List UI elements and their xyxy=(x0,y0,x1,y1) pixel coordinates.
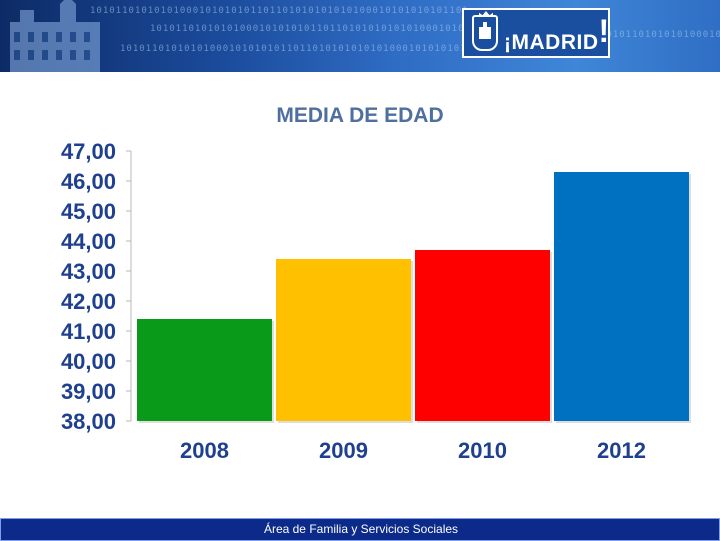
binary-decoration: 1010110101010100010101010110110101010101… xyxy=(150,24,529,34)
bar-2008 xyxy=(137,319,272,421)
palace-building-icon xyxy=(10,0,100,72)
footer-text: Área de Familia y Servicios Sociales xyxy=(263,522,459,536)
y-tick-label: 43,00 xyxy=(61,259,116,284)
bar-2009 xyxy=(276,259,411,421)
x-tick-label: 2008 xyxy=(180,438,229,463)
y-tick-label: 40,00 xyxy=(61,349,116,374)
y-tick-label: 47,00 xyxy=(61,139,116,164)
y-tick-label: 46,00 xyxy=(61,169,116,194)
y-tick-label: 41,00 xyxy=(61,319,116,344)
y-tick-label: 42,00 xyxy=(61,289,116,314)
x-tick-label: 2009 xyxy=(319,438,368,463)
footer-bar: Área de Familia y Servicios Sociales xyxy=(0,518,720,541)
y-tick-label: 44,00 xyxy=(61,229,116,254)
chart-title: MEDIA DE EDAD xyxy=(276,104,444,127)
y-tick-label: 38,00 xyxy=(61,409,116,434)
city-crest-icon xyxy=(472,11,498,51)
binary-decoration: 1010110101010100010101010110110101010101… xyxy=(90,6,469,16)
bar-2012 xyxy=(554,172,689,421)
x-tick-label: 2012 xyxy=(597,438,646,463)
binary-decoration: 1010110101010100010101010110110101010101… xyxy=(600,30,720,40)
bar-2010 xyxy=(415,250,550,421)
y-tick-label: 45,00 xyxy=(61,199,116,224)
madrid-logo-text: ¡MADRID! xyxy=(504,13,610,54)
y-tick-label: 39,00 xyxy=(61,379,116,404)
header-banner: 1010110101010100010101010110110101010101… xyxy=(0,0,720,72)
binary-decoration: 1010110101010100010101010110110101010101… xyxy=(120,44,499,54)
madrid-logo: ¡MADRID! xyxy=(462,8,610,58)
x-tick-label: 2010 xyxy=(458,438,507,463)
